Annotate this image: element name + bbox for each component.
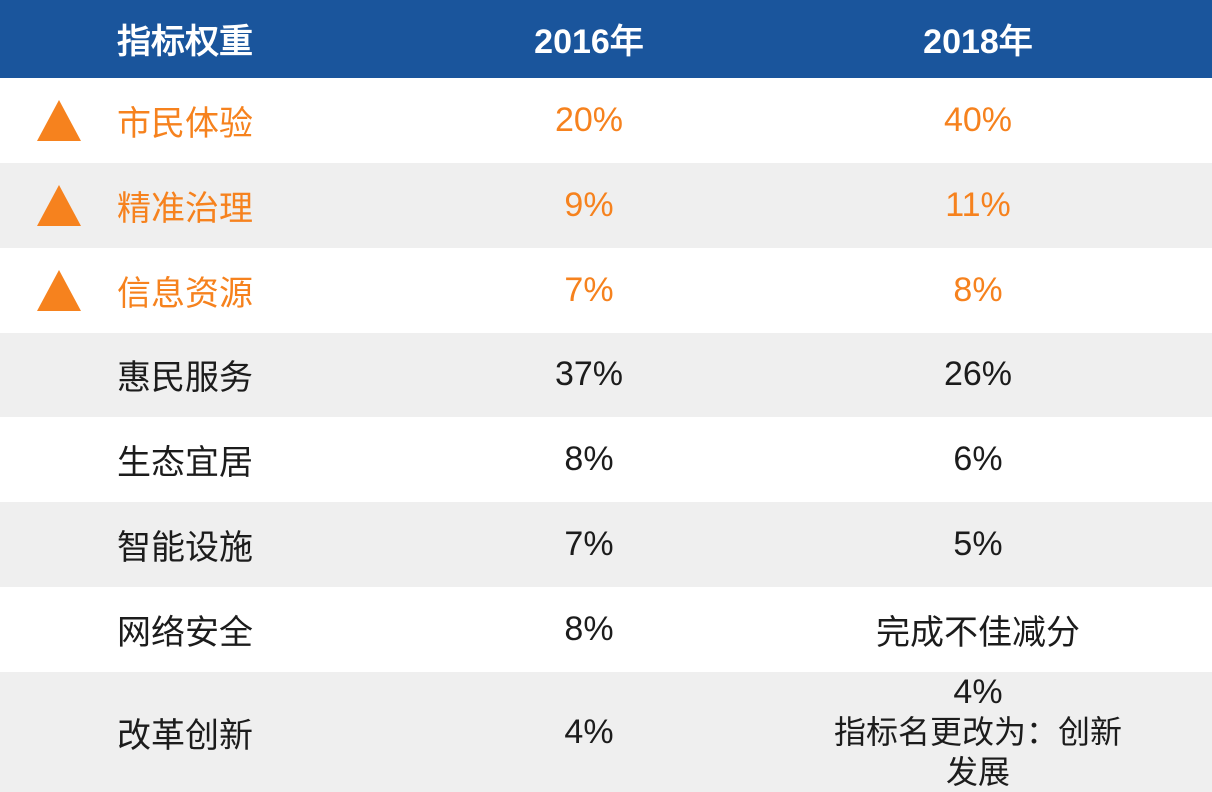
value-2016: 9% — [564, 185, 614, 224]
value-2018-note: 指标名更改为：创新发展 — [833, 714, 1122, 791]
indicator-label: 网络安全 — [117, 614, 253, 653]
header-2018: 2018年 — [923, 23, 1033, 62]
value-2018: 11% — [945, 185, 1011, 224]
indicator-label: 改革创新 — [117, 716, 253, 755]
trend-cell — [0, 248, 117, 333]
value-2016: 7% — [564, 270, 614, 309]
table-row: 生态宜居 8% 6% — [0, 417, 1212, 503]
header-2016: 2016年 — [534, 23, 644, 62]
value-2018: 完成不佳减分 — [876, 614, 1080, 653]
indicator-label: 市民体验 — [117, 104, 253, 143]
up-triangle-icon — [36, 184, 81, 226]
header-icon-spacer — [0, 0, 117, 78]
header-indicator: 指标权重 — [117, 23, 253, 62]
value-2018: 6% — [953, 440, 1003, 479]
value-2018: 5% — [953, 525, 1003, 564]
table-row: 市民体验 20% 40% — [0, 77, 1212, 163]
indicator-label: 惠民服务 — [117, 359, 253, 398]
up-triangle-icon — [36, 269, 81, 311]
up-triangle-icon — [36, 99, 81, 141]
trend-cell — [0, 672, 117, 792]
indicator-label: 精准治理 — [117, 189, 253, 228]
indicator-label: 信息资源 — [117, 274, 253, 313]
indicator-label: 智能设施 — [117, 529, 253, 568]
trend-cell — [0, 587, 117, 672]
value-2016: 4% — [564, 712, 614, 751]
trend-cell — [0, 502, 117, 587]
trend-cell — [0, 163, 117, 248]
value-2018: 4% — [953, 673, 1003, 712]
value-2018: 8% — [953, 270, 1003, 309]
table-row: 网络安全 8% 完成不佳减分 — [0, 587, 1212, 673]
value-2016: 8% — [564, 610, 614, 649]
table-header-row: 指标权重 2016年 2018年 — [0, 0, 1212, 78]
value-2018-cell: 4% 指标名更改为：创新发展 — [820, 672, 1136, 792]
value-2018: 26% — [943, 355, 1013, 394]
table-row: 惠民服务 37% 26% — [0, 332, 1212, 418]
value-2018: 40% — [943, 100, 1013, 139]
table-row: 改革创新 4% 4% 指标名更改为：创新发展 — [0, 672, 1212, 792]
trend-cell — [0, 417, 117, 502]
table-row: 精准治理 9% 11% — [0, 162, 1212, 248]
trend-cell — [0, 333, 117, 418]
value-2016: 7% — [564, 525, 614, 564]
value-2016: 20% — [554, 100, 624, 139]
table-row: 信息资源 7% 8% — [0, 247, 1212, 333]
value-2016: 8% — [564, 440, 614, 479]
table-row: 智能设施 7% 5% — [0, 502, 1212, 588]
value-2016: 37% — [554, 355, 624, 394]
trend-cell — [0, 78, 117, 163]
indicator-label: 生态宜居 — [117, 444, 253, 483]
